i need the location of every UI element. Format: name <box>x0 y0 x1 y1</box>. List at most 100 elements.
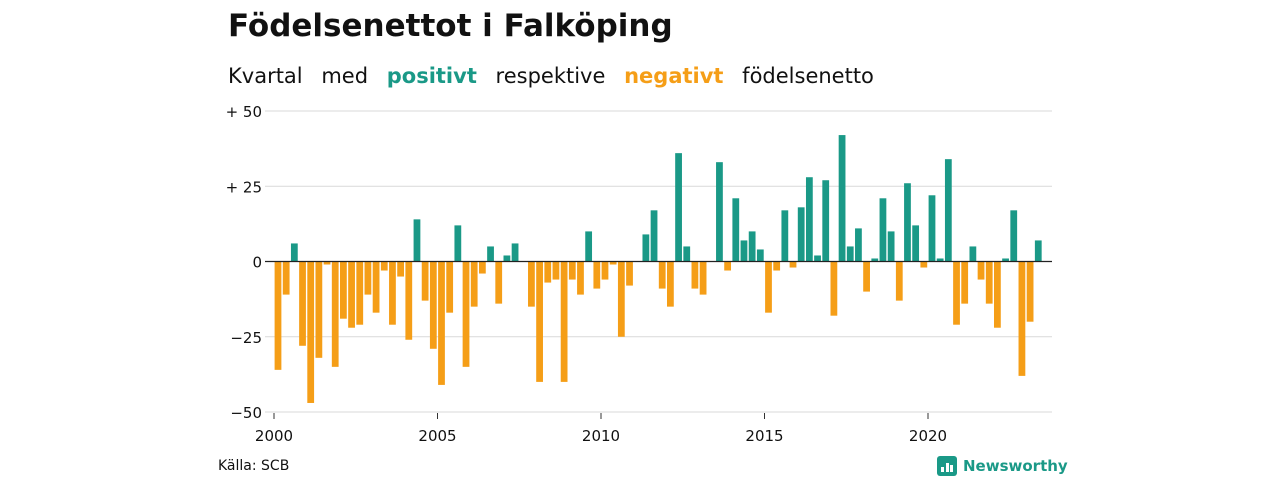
bar <box>429 261 437 349</box>
bar <box>765 261 772 313</box>
bar <box>372 261 380 313</box>
bar <box>1034 240 1042 262</box>
bar <box>290 243 298 262</box>
bar <box>405 261 413 340</box>
bar <box>805 177 813 262</box>
y-tick-label: 0 <box>252 254 262 272</box>
bar <box>691 261 699 289</box>
bar <box>985 261 993 304</box>
bar <box>626 261 633 286</box>
bar <box>593 261 601 289</box>
bar <box>617 261 625 337</box>
bar <box>863 261 870 292</box>
brand-name: Newsworthy <box>963 457 1068 475</box>
bar <box>528 261 535 307</box>
bar <box>756 249 764 262</box>
bar <box>421 261 429 301</box>
chart-subtitle: Kvartal med positivt respektive negativt… <box>228 64 886 88</box>
source-note: Källa: SCB <box>218 458 290 474</box>
bars <box>274 135 1042 403</box>
bar <box>560 261 568 382</box>
chart-title: Födelsenettot i Falköping <box>228 8 673 44</box>
bar <box>478 261 486 274</box>
bar <box>846 246 854 262</box>
y-tick-label: −50 <box>230 404 262 422</box>
bar <box>462 261 470 367</box>
x-tick-label: 2010 <box>582 427 620 445</box>
bar <box>299 261 306 346</box>
bar <box>544 261 552 283</box>
bar <box>716 162 723 262</box>
subtitle-suffix: födelsenetto <box>742 64 874 88</box>
x-tick-label: 2015 <box>745 427 783 445</box>
bar <box>667 261 674 307</box>
y-tick-label: + 50 <box>226 103 262 121</box>
subtitle-prefix: Kvartal <box>228 64 303 88</box>
bar <box>397 261 405 277</box>
bar <box>348 261 355 328</box>
bar <box>577 261 584 295</box>
bar <box>315 261 323 358</box>
bar <box>994 261 1001 328</box>
x-tick-label: 2005 <box>418 427 456 445</box>
bar <box>1002 258 1009 262</box>
bar <box>568 261 576 280</box>
bar <box>675 153 682 262</box>
bar <box>446 261 454 313</box>
bar <box>961 261 969 304</box>
bar <box>503 255 511 262</box>
bar <box>1026 261 1034 322</box>
bar <box>331 261 339 367</box>
x-tick-label: 2020 <box>909 427 947 445</box>
bar <box>470 261 478 307</box>
bar <box>732 198 740 262</box>
bar <box>413 219 421 262</box>
bar <box>895 261 903 301</box>
bar <box>1018 261 1026 376</box>
y-tick-label: −25 <box>230 329 262 347</box>
newsworthy-logo-icon <box>937 456 957 476</box>
bar <box>307 261 315 403</box>
subtitle-negative-word: negativt <box>624 64 724 88</box>
bar <box>380 261 388 271</box>
bar <box>585 231 593 262</box>
bar <box>487 246 494 262</box>
subtitle-positive-word: positivt <box>386 64 477 88</box>
y-axis-ticks: + 50 + 25 0 −25 −50 <box>226 103 262 422</box>
bar <box>642 234 650 262</box>
bar <box>274 261 282 370</box>
bar <box>879 198 887 262</box>
bar <box>920 261 928 268</box>
bar <box>887 231 895 262</box>
bar <box>830 261 838 316</box>
subtitle-word2: med <box>321 64 369 88</box>
bar <box>356 261 364 325</box>
brand[interactable]: Newsworthy <box>937 456 1068 476</box>
bar <box>364 261 372 295</box>
bar <box>699 261 707 295</box>
y-tick-label: + 25 <box>226 178 262 196</box>
bar <box>781 210 789 262</box>
bar <box>977 261 985 280</box>
bar <box>912 225 920 262</box>
x-axis-ticks: 2000 2005 2010 2015 2020 <box>255 413 947 445</box>
bar <box>511 243 519 262</box>
bar <box>658 261 666 289</box>
bar <box>944 159 952 262</box>
bar <box>773 261 781 271</box>
bar <box>928 195 936 262</box>
bar <box>438 261 445 385</box>
grid-lines <box>265 110 1052 413</box>
bar <box>822 180 830 262</box>
bar <box>282 261 290 295</box>
bar <box>969 246 977 262</box>
bar <box>601 261 609 280</box>
bar <box>495 261 503 304</box>
bar <box>953 261 960 325</box>
bar <box>340 261 347 319</box>
bar <box>552 261 560 280</box>
bar <box>814 255 821 262</box>
bar <box>683 246 691 262</box>
bar <box>650 210 658 262</box>
bar <box>797 207 805 262</box>
